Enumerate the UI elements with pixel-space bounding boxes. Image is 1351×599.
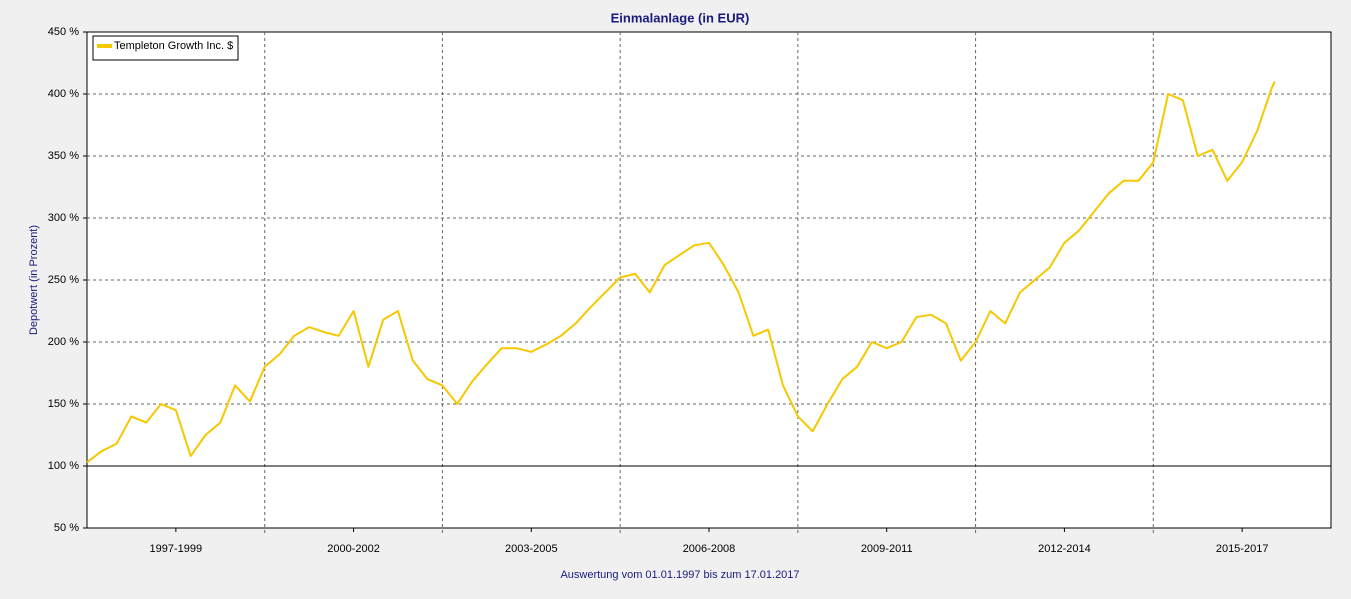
y-tick-label: 450 % — [48, 26, 79, 38]
y-axis-label: Depotwert (in Prozent) — [28, 225, 40, 335]
x-tick-label: 2003-2005 — [505, 543, 558, 555]
legend-box — [92, 35, 239, 61]
y-tick-label: 250 % — [48, 274, 79, 286]
x-tick-label: 2009-2011 — [861, 543, 913, 555]
y-tick-label: 50 % — [54, 522, 79, 534]
legend-label: Templeton Growth Inc. $ — [114, 40, 233, 52]
y-tick-label: 200 % — [48, 336, 79, 348]
plot-area — [86, 31, 1332, 529]
x-tick-label: 1997-1999 — [150, 543, 203, 555]
y-tick-label: 100 % — [48, 460, 79, 472]
x-tick-label: 2000-2002 — [327, 543, 380, 555]
chart-title: Einmalanlage (in EUR) — [611, 10, 750, 25]
footer: Auswertung vom 01.01.1997 bis zum 17.01.… — [560, 569, 799, 581]
x-tick-label: 2015-2017 — [1216, 543, 1269, 555]
x-tick-label: 2006-2008 — [683, 543, 736, 555]
y-tick-label: 350 % — [48, 150, 79, 162]
y-tick-label: 400 % — [48, 88, 79, 100]
series-line — [86, 81, 1276, 464]
y-tick-label: 300 % — [48, 212, 79, 224]
y-tick-label: 150 % — [48, 398, 79, 410]
x-tick-label: 2012-2014 — [1038, 543, 1091, 555]
